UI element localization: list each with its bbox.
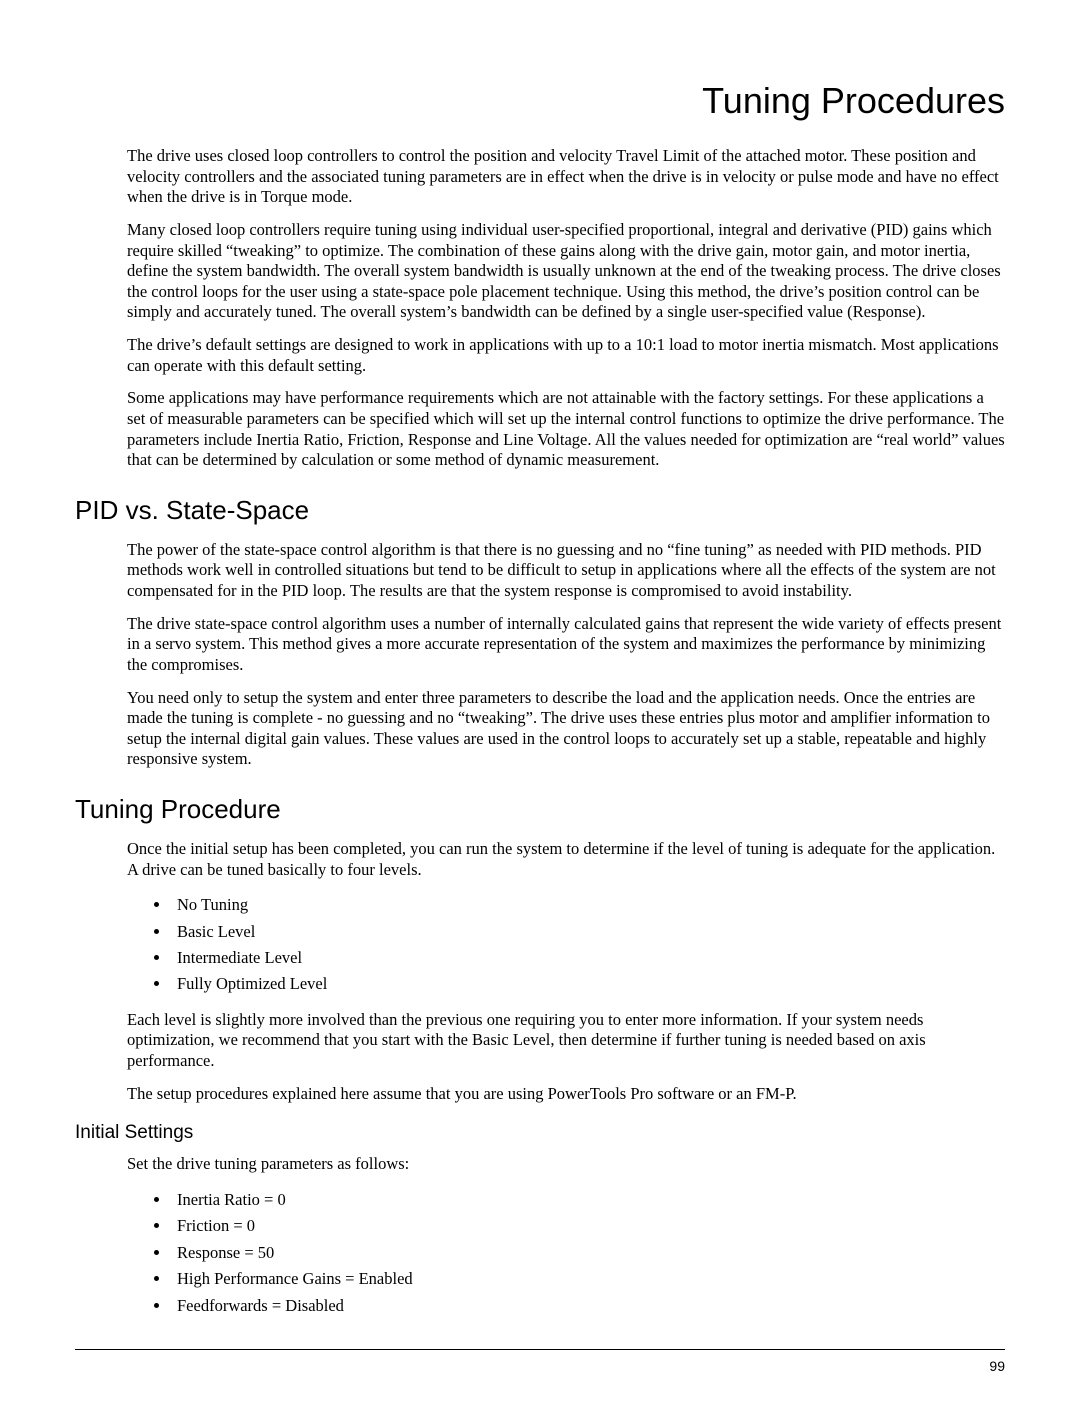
tuning-paragraph-1: Once the initial setup has been complete… xyxy=(75,839,1005,880)
tuning-paragraph-2: Each level is slightly more involved tha… xyxy=(75,1010,1005,1072)
page-number: 99 xyxy=(75,1358,1005,1374)
intro-paragraph-3: The drive’s default settings are designe… xyxy=(75,335,1005,376)
initial-paragraph-1: Set the drive tuning parameters as follo… xyxy=(75,1154,1005,1175)
list-item: Basic Level xyxy=(171,919,1005,945)
pid-paragraph-2: The drive state-space control algorithm … xyxy=(75,614,1005,676)
list-item: Fully Optimized Level xyxy=(171,971,1005,997)
list-item: No Tuning xyxy=(171,892,1005,918)
heading-pid-vs-state-space: PID vs. State-Space xyxy=(75,495,1005,526)
intro-paragraph-2: Many closed loop controllers require tun… xyxy=(75,220,1005,323)
list-item: Intermediate Level xyxy=(171,945,1005,971)
list-item: Response = 50 xyxy=(171,1240,1005,1266)
document-page: Tuning Procedures The drive uses closed … xyxy=(0,0,1080,1414)
intro-paragraph-1: The drive uses closed loop controllers t… xyxy=(75,146,1005,208)
page-title: Tuning Procedures xyxy=(75,80,1005,122)
intro-paragraph-4: Some applications may have performance r… xyxy=(75,388,1005,471)
tuning-paragraph-3: The setup procedures explained here assu… xyxy=(75,1084,1005,1105)
heading-initial-settings: Initial Settings xyxy=(75,1122,1005,1144)
list-item: Friction = 0 xyxy=(171,1213,1005,1239)
pid-paragraph-3: You need only to setup the system and en… xyxy=(75,688,1005,771)
heading-tuning-procedure: Tuning Procedure xyxy=(75,794,1005,825)
tuning-levels-list: No Tuning Basic Level Intermediate Level… xyxy=(75,892,1005,998)
list-item: High Performance Gains = Enabled xyxy=(171,1266,1005,1292)
pid-paragraph-1: The power of the state-space control alg… xyxy=(75,540,1005,602)
initial-settings-list: Inertia Ratio = 0 Friction = 0 Response … xyxy=(75,1187,1005,1319)
footer-rule xyxy=(75,1349,1005,1350)
list-item: Inertia Ratio = 0 xyxy=(171,1187,1005,1213)
list-item: Feedforwards = Disabled xyxy=(171,1293,1005,1319)
